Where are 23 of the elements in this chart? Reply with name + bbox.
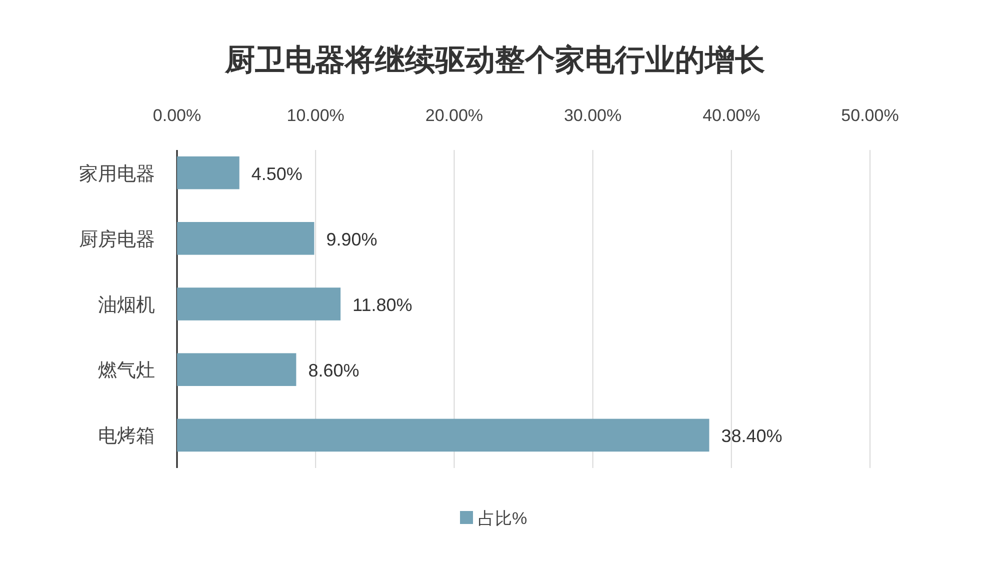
x-tick-label: 30.00% [564,106,622,125]
y-tick-label: 电烤箱 [98,426,155,448]
x-tick-label: 20.00% [425,106,484,125]
x-tick-label: 50.00% [841,106,899,125]
data-label: 4.50% [251,164,302,184]
y-tick-label: 燃气灶 [98,360,155,382]
bar [177,156,240,190]
bar [177,353,296,386]
data-label: 11.80% [352,295,412,315]
y-tick-label: 厨房电器 [79,228,155,250]
data-label: 38.40% [721,426,782,446]
y-tick-label: 家用电器 [79,162,155,185]
legend-label: 占比% [478,509,528,528]
bar [177,222,314,255]
chart-title: 厨卫电器将继续驱动整个家电行业的增长 [224,43,765,77]
x-tick-label: 0.00% [152,106,202,125]
x-tick-label: 10.00% [286,106,344,125]
y-tick-label: 油烟机 [98,295,155,316]
data-label: 8.60% [308,360,360,381]
bar [177,418,710,452]
x-tick-label: 40.00% [702,106,760,125]
data-label: 9.90% [326,229,378,250]
bar [177,288,341,320]
